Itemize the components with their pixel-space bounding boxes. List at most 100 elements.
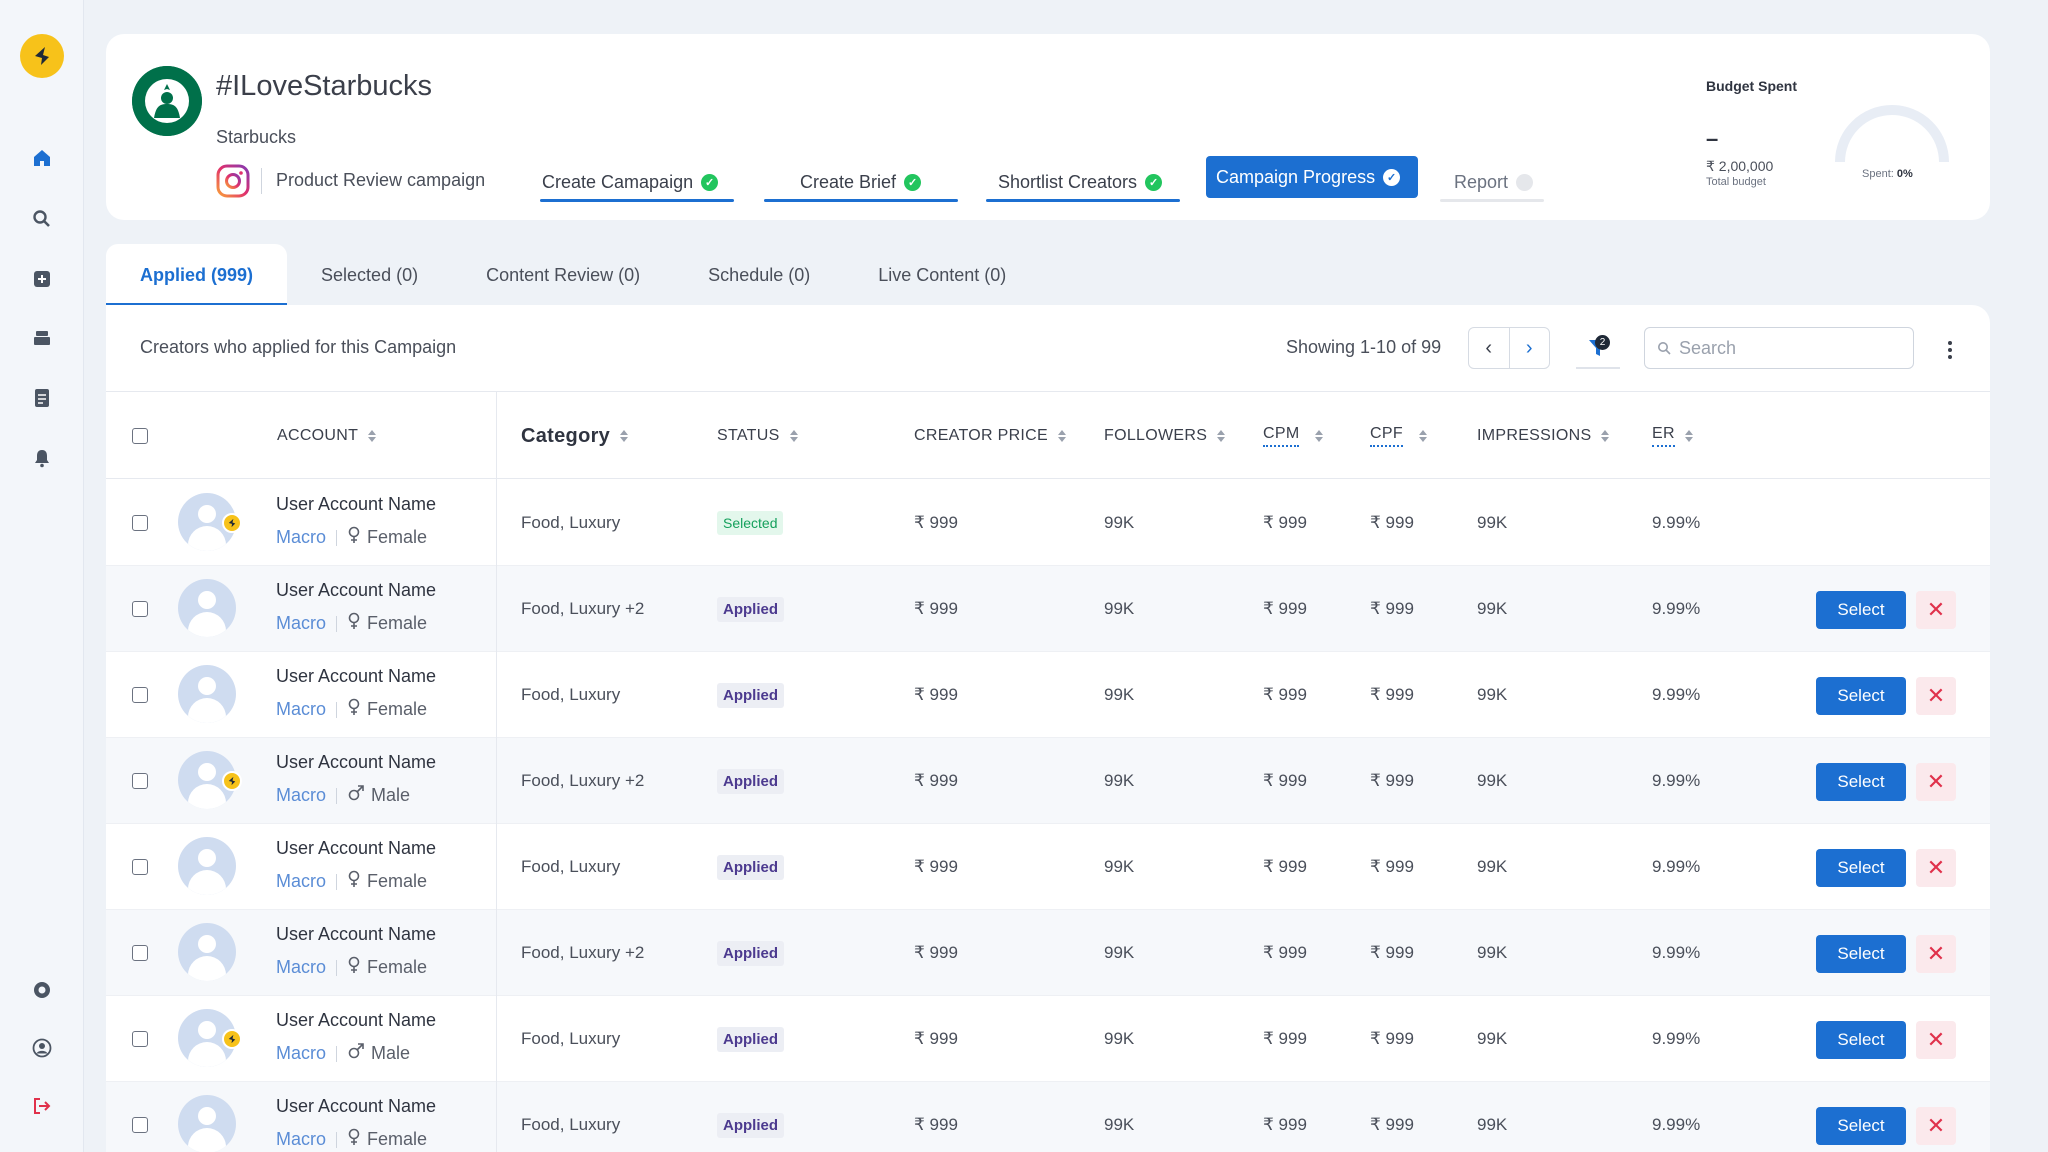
- account-name[interactable]: User Account Name: [276, 838, 437, 858]
- row-checkbox[interactable]: [132, 1031, 148, 1047]
- select-button[interactable]: Select: [1816, 1021, 1906, 1059]
- col-status[interactable]: STATUS: [717, 392, 798, 480]
- cpf-cell: ₹ 999: [1370, 857, 1414, 876]
- tab-selected[interactable]: Selected (0): [321, 264, 419, 285]
- close-icon[interactable]: ✕: [1916, 1021, 1956, 1059]
- col-cpf[interactable]: CPF: [1370, 392, 1427, 480]
- row-checkbox[interactable]: [132, 773, 148, 789]
- tab-live-content[interactable]: Live Content (0): [878, 264, 1007, 285]
- category-cell: Food, Luxury: [521, 1029, 621, 1048]
- table-row[interactable]: User Account Name Macro Male Food, Luxur…: [106, 996, 1990, 1082]
- select-button[interactable]: Select: [1816, 763, 1906, 801]
- inbox-icon[interactable]: [28, 324, 56, 352]
- row-checkbox[interactable]: [132, 945, 148, 961]
- table-row[interactable]: User Account Name Macro Female Food, Lux…: [106, 1082, 1990, 1152]
- account-name[interactable]: User Account Name: [276, 1096, 437, 1116]
- row-checkbox[interactable]: [132, 601, 148, 617]
- account-name[interactable]: User Account Name: [276, 752, 437, 772]
- select-button[interactable]: Select: [1816, 849, 1906, 887]
- followers-cell: 99K: [1104, 943, 1135, 962]
- close-icon[interactable]: ✕: [1916, 1107, 1956, 1145]
- col-er[interactable]: ER: [1652, 392, 1693, 480]
- account-name[interactable]: User Account Name: [276, 1010, 437, 1030]
- table-row[interactable]: User Account Name Macro Female Food, Lux…: [106, 824, 1990, 910]
- account-name[interactable]: User Account Name: [276, 666, 437, 686]
- tab-schedule[interactable]: Schedule (0): [708, 264, 811, 285]
- more-options-icon[interactable]: [1940, 335, 1960, 365]
- female-icon: [347, 526, 361, 549]
- row-checkbox[interactable]: [132, 687, 148, 703]
- er-cell: 9.99%: [1652, 857, 1701, 876]
- table-row[interactable]: User Account Name Macro Male Food, Luxur…: [106, 738, 1990, 824]
- col-category[interactable]: Category: [521, 392, 629, 480]
- sort-icon: [1418, 430, 1427, 442]
- creators-table-card: Creators who applied for this Campaign S…: [106, 305, 1990, 1152]
- col-cpm[interactable]: CPM: [1263, 392, 1324, 480]
- sort-icon: [368, 430, 377, 442]
- starbucks-logo: [132, 66, 202, 136]
- close-icon[interactable]: ✕: [1916, 935, 1956, 973]
- select-all-checkbox[interactable]: [132, 428, 148, 444]
- select-button[interactable]: Select: [1816, 1107, 1906, 1145]
- account-name[interactable]: User Account Name: [276, 580, 437, 600]
- row-checkbox[interactable]: [132, 859, 148, 875]
- col-followers[interactable]: FOLLOWERS: [1104, 392, 1226, 480]
- table-row[interactable]: User Account Name Macro Female Food, Lux…: [106, 910, 1990, 996]
- logout-icon[interactable]: [28, 1092, 56, 1120]
- select-button[interactable]: Select: [1816, 591, 1906, 629]
- search-icon[interactable]: [28, 205, 56, 233]
- avatar: [178, 837, 236, 895]
- gender-label: Female: [367, 527, 428, 547]
- creator-tier: Macro: [276, 785, 327, 805]
- gender: Male: [347, 784, 410, 807]
- add-square-icon[interactable]: [28, 265, 56, 293]
- support-icon[interactable]: [28, 976, 56, 1004]
- male-icon: [347, 1042, 365, 1065]
- table-row[interactable]: User Account Name Macro Female Food, Lux…: [106, 652, 1990, 738]
- account-name[interactable]: User Account Name: [276, 924, 437, 944]
- category-cell: Food, Luxury: [521, 857, 621, 876]
- sidebar: [0, 0, 84, 1152]
- budget-spent-value: –: [1706, 126, 1719, 151]
- cpf-cell: ₹ 999: [1370, 513, 1414, 532]
- close-icon[interactable]: ✕: [1916, 591, 1956, 629]
- chevron-right-icon[interactable]: ›: [1525, 336, 1533, 359]
- bell-icon[interactable]: [28, 444, 56, 472]
- close-icon[interactable]: ✕: [1916, 677, 1956, 715]
- table-row[interactable]: User Account Name Macro Female Food, Lux…: [106, 566, 1990, 652]
- step-report[interactable]: Report ✓: [1440, 162, 1544, 202]
- step-label: Create Camapaign: [542, 171, 694, 192]
- search-icon: [1658, 342, 1671, 355]
- sort-icon: [1217, 430, 1226, 442]
- select-button[interactable]: Select: [1816, 677, 1906, 715]
- select-button[interactable]: Select: [1816, 935, 1906, 973]
- impressions-cell: 99K: [1477, 685, 1508, 704]
- step-create-brief[interactable]: Create Brief ✓: [764, 162, 958, 202]
- chevron-left-icon[interactable]: ‹: [1469, 328, 1510, 368]
- row-checkbox[interactable]: [132, 1117, 148, 1133]
- campaign-type: Product Review campaign: [276, 170, 486, 190]
- sort-icon: [620, 430, 629, 442]
- row-checkbox[interactable]: [132, 515, 148, 531]
- home-icon[interactable]: [28, 144, 56, 172]
- close-icon[interactable]: ✕: [1916, 763, 1956, 801]
- account-name[interactable]: User Account Name: [276, 494, 437, 514]
- step-campaign-progress[interactable]: Campaign Progress ✓: [1206, 156, 1418, 198]
- verified-badge-icon: [222, 771, 242, 791]
- tab-applied[interactable]: Applied (999): [106, 244, 288, 306]
- close-icon[interactable]: ✕: [1916, 849, 1956, 887]
- document-icon[interactable]: [28, 384, 56, 412]
- filter-button[interactable]: 2: [1576, 329, 1620, 369]
- col-creator-price[interactable]: CREATOR PRICE: [914, 392, 1066, 480]
- table-row[interactable]: User Account Name Macro Female Food, Lux…: [106, 480, 1990, 566]
- avatar: [178, 665, 236, 723]
- profile-icon[interactable]: [28, 1034, 56, 1062]
- impressions-cell: 99K: [1477, 1029, 1508, 1048]
- step-shortlist-creators[interactable]: Shortlist Creators ✓: [986, 162, 1180, 202]
- col-impressions[interactable]: IMPRESSIONS: [1477, 392, 1610, 480]
- app-logo[interactable]: [20, 34, 64, 78]
- search-input[interactable]: [1679, 337, 1899, 359]
- col-account[interactable]: ACCOUNT: [277, 392, 377, 480]
- step-create-campaign[interactable]: Create Camapaign ✓: [540, 162, 734, 202]
- tab-content-review[interactable]: Content Review (0): [486, 264, 641, 285]
